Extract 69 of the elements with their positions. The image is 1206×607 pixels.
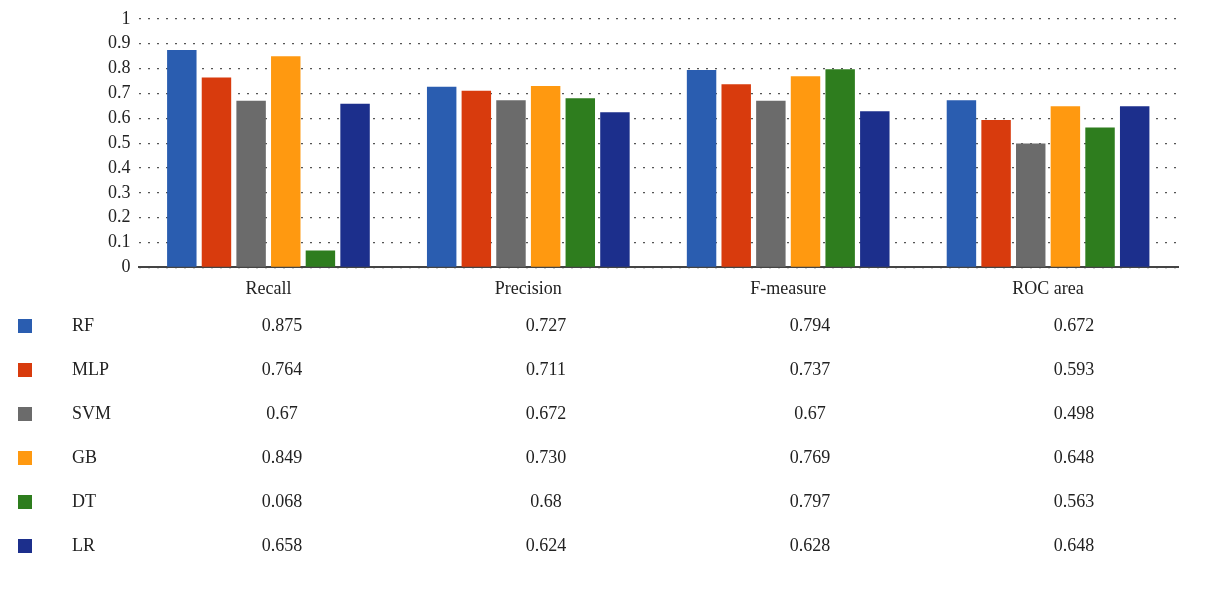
bar (340, 103, 370, 267)
bar (530, 85, 561, 267)
bar (426, 86, 457, 267)
data-label: 0.648 (1052, 533, 1096, 557)
y-tick-label: 0.2 (108, 206, 131, 227)
y-tick-label: 0.7 (108, 82, 131, 103)
y-tick-label: 0.1 (108, 231, 131, 252)
y-tick-label: 0 (121, 256, 131, 277)
bar (1016, 143, 1046, 267)
x-tick-label: F-measure (750, 277, 827, 298)
y-tick-label: 0.4 (108, 156, 131, 177)
y-tick-label: 0.6 (108, 106, 131, 127)
bar (756, 100, 786, 267)
data-label: 0.563 (1052, 489, 1096, 513)
y-tick-label: 0.5 (108, 131, 131, 152)
bar (1085, 127, 1115, 267)
data-label: 0.593 (1052, 357, 1096, 381)
data-label: 0.764 (260, 357, 304, 381)
data-label: 0.658 (260, 533, 304, 557)
legend-label: GB (72, 446, 98, 467)
y-tick-label: 0.3 (108, 181, 131, 202)
bar (461, 90, 492, 267)
data-label: 0.672 (1052, 313, 1096, 337)
bar (790, 76, 821, 267)
bar (721, 84, 751, 267)
y-tick-label: 0.9 (108, 32, 131, 53)
bar (1050, 106, 1081, 267)
data-label: 0.67 (265, 401, 299, 425)
data-label: 0.849 (260, 445, 304, 469)
bar (600, 112, 630, 267)
legend-label: RF (72, 314, 95, 335)
x-tick-label: ROC area (1012, 277, 1084, 298)
data-label: 0.769 (788, 445, 832, 469)
bar (305, 250, 336, 267)
bar (565, 98, 596, 267)
bar (496, 100, 526, 267)
legend-label: LR (72, 534, 96, 555)
bar (236, 100, 266, 267)
y-tick-label: 0.8 (108, 57, 131, 78)
data-label: 0.794 (788, 313, 832, 337)
legend-label: SVM (72, 402, 112, 423)
bar (860, 111, 890, 267)
data-label: 0.672 (524, 401, 568, 425)
x-tick-label: Precision (494, 277, 562, 298)
data-label: 0.67 (793, 401, 827, 425)
data-label: 0.624 (524, 533, 568, 557)
data-label: 0.727 (524, 313, 568, 337)
bar (686, 70, 717, 267)
bar (271, 56, 301, 267)
x-tick-label: Recall (245, 277, 292, 298)
data-label: 0.737 (788, 357, 832, 381)
data-label: 0.498 (1052, 401, 1096, 425)
y-tick-label: 1 (121, 7, 131, 28)
data-label: 0.628 (788, 533, 832, 557)
bar (167, 49, 197, 267)
legend-label: DT (72, 490, 96, 511)
data-label: 0.648 (1052, 445, 1096, 469)
bar (825, 69, 855, 267)
bar (201, 77, 232, 267)
data-label: 0.68 (529, 489, 563, 513)
data-label: 0.711 (525, 357, 567, 381)
bar (1119, 106, 1150, 267)
bar (981, 119, 1011, 267)
data-label: 0.875 (260, 313, 304, 337)
legend-label: MLP (72, 358, 110, 379)
data-label: 0.068 (260, 489, 304, 513)
bar (946, 100, 977, 267)
data-label: 0.797 (788, 489, 832, 513)
data-label: 0.730 (524, 445, 568, 469)
